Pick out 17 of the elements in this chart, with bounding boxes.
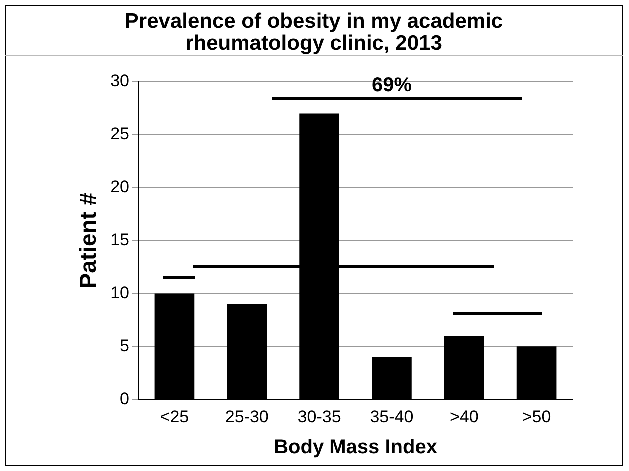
x-tick-label: >50 [522,407,552,426]
y-tick-label: 0 [120,389,130,408]
x-tick-label: 35-40 [370,407,414,426]
y-tick-label: 15 [110,230,130,250]
y-tick-label: 5 [120,336,130,356]
y-tick-label: 30 [110,72,130,91]
x-tick-label: 30-35 [298,407,342,426]
y-tick-label: 10 [110,283,130,302]
x-tick-label: >40 [450,407,479,426]
x-tick-label: 25-30 [225,407,269,426]
annotation: 69% [372,74,412,97]
chart-title: Prevalence of obesity in my academic rheumatology clinic, 2013 [5,6,623,56]
y-axis-title: Patient # [75,192,102,289]
x-axis-title: Body Mass Index [274,436,438,459]
y-tick-label: 20 [110,178,130,197]
y-tick-label: 25 [110,124,130,144]
x-tick-label: <25 [160,407,190,426]
